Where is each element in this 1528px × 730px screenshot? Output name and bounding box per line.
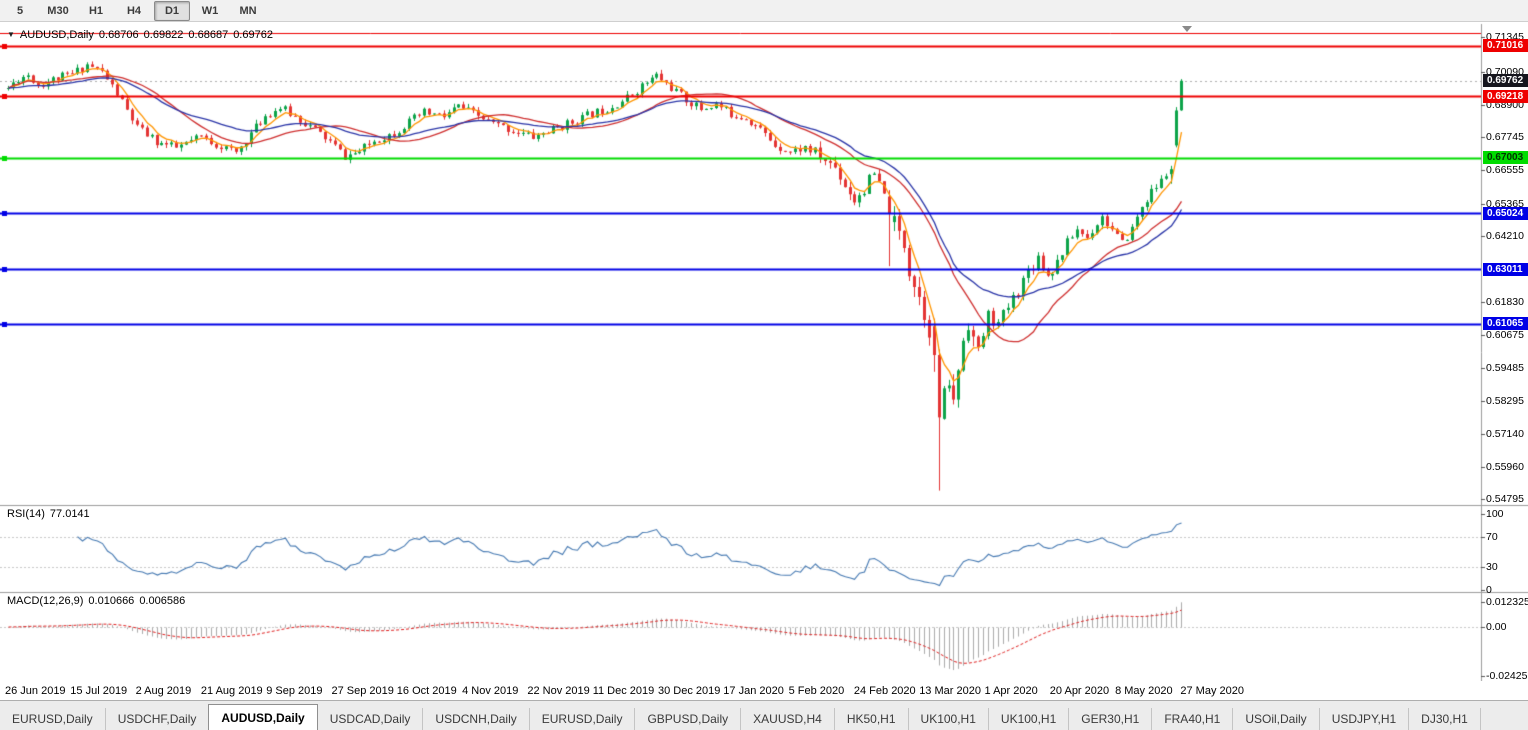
macd-axis-label: 0.012325	[1486, 596, 1528, 609]
price-badge: 0.69762	[1483, 74, 1528, 88]
price-badge: 0.69218	[1483, 89, 1528, 103]
collapse-triangle-icon[interactable]: ▼	[7, 30, 15, 39]
chart-tab-eurusd-daily[interactable]: EURUSD,Daily	[0, 708, 106, 730]
date-label: 11 Dec 2019	[592, 685, 655, 697]
chart-tab-uk100-h1[interactable]: UK100,H1	[988, 708, 1070, 730]
date-label: 27 Sep 2019	[331, 685, 394, 697]
ohlc-open: 0.68706	[98, 29, 139, 41]
date-label: 30 Dec 2019	[658, 685, 721, 697]
date-label: 16 Oct 2019	[396, 685, 457, 697]
rsi-axis-label: 0	[1486, 584, 1492, 596]
date-label: 8 May 2020	[1115, 685, 1173, 697]
timeframe-button-m30[interactable]: M30	[47, 4, 69, 17]
date-label: 22 Nov 2019	[527, 685, 590, 697]
ohlc-close: 0.69762	[233, 29, 273, 41]
price-badge: 0.71016	[1483, 39, 1528, 53]
timeframe-button-h1[interactable]: H1	[88, 4, 104, 17]
rsi-axis-label: 70	[1486, 530, 1498, 543]
ohlc-high: 0.69822	[143, 29, 184, 41]
chart-tab-fra40-h1[interactable]: FRA40,H1	[1152, 708, 1234, 730]
chart-tab-dj30-h1[interactable]: DJ30,H1	[1409, 708, 1481, 730]
date-label: 2 Aug 2019	[135, 685, 192, 697]
rsi-axis-label: 100	[1486, 508, 1504, 520]
date-label: 4 Nov 2019	[462, 685, 519, 697]
date-axis[interactable]: 26 Jun 2019 15 Jul 2019 2 Aug 2019 21 Aug 2…	[0, 683, 1528, 700]
chart-tab-eurusd-daily[interactable]: EURUSD,Daily	[529, 708, 636, 730]
rsi-title: RSI(14) 77.0141	[7, 508, 95, 520]
price-badge: 0.67003	[1483, 151, 1528, 165]
macd-signal-value: 0.006586	[139, 595, 186, 607]
chart-title: ▼ AUDUSD,Daily 0.68706 0.69822 0.68687 0.6976…	[7, 29, 278, 41]
chart-shift-marker-icon[interactable]	[1182, 26, 1192, 32]
chart-tab-usdjpy-h1[interactable]: USDJPY,H1	[1319, 708, 1410, 730]
price-axis-label: 0.58295	[1486, 395, 1524, 408]
macd-title: MACD(12,26,9) 0.010666 0.006586	[7, 595, 190, 607]
rsi-indicator-name: RSI(14)	[7, 508, 45, 520]
price-badge: 0.63011	[1483, 262, 1528, 276]
chart-tabs: EURUSD,Daily USDCHF,Daily AUDUSD,Daily USDC…	[0, 700, 1528, 730]
price-axis-label: 0.64210	[1486, 229, 1524, 242]
timeframe-button-w1[interactable]: W1	[201, 4, 219, 17]
timeframe-toolbar: 5 M30 H1 H4 D1 W1 MN	[0, 0, 1528, 22]
chart-tab-usdcnh-daily[interactable]: USDCNH,Daily	[423, 708, 530, 730]
timeframe-button-h4[interactable]: H4	[126, 4, 142, 17]
price-chart-canvas[interactable]	[0, 0, 1528, 681]
rsi-current-value: 77.0141	[49, 508, 90, 520]
timeframe-button-5[interactable]: 5	[16, 4, 24, 17]
macd-axis-label: 0.00	[1486, 621, 1507, 633]
date-label: 20 Apr 2020	[1049, 685, 1110, 697]
macd-axis-label: -0.02425	[1486, 669, 1528, 682]
price-axis-label: 0.61830	[1486, 296, 1524, 309]
price-axis-label: 0.67745	[1486, 131, 1524, 144]
date-label: 24 Feb 2020	[853, 685, 916, 697]
date-label: 5 Feb 2020	[788, 685, 845, 697]
date-label: 26 Jun 2019	[5, 685, 66, 697]
price-badge: 0.65024	[1483, 206, 1528, 220]
price-axis-label: 0.57140	[1486, 427, 1524, 440]
macd-main-value: 0.010666	[88, 595, 135, 607]
chart-tab-hk50-h1[interactable]: HK50,H1	[834, 708, 909, 730]
macd-indicator-name: MACD(12,26,9)	[7, 595, 84, 607]
chart-tab-audusd-daily[interactable]: AUDUSD,Daily	[208, 704, 318, 730]
price-axis-label: 0.65365	[1486, 197, 1524, 210]
date-label: 9 Sep 2019	[266, 685, 323, 697]
price-badge: 0.61065	[1483, 317, 1528, 331]
price-axis-label: 0.60675	[1486, 328, 1524, 341]
chart-tab-usdchf-daily[interactable]: USDCHF,Daily	[105, 708, 210, 730]
chart-tab-usdcad-daily[interactable]: USDCAD,Daily	[317, 708, 424, 730]
price-axis-label: 0.59485	[1486, 362, 1524, 375]
price-axis-label: 0.55960	[1486, 460, 1524, 473]
date-label: 15 Jul 2019	[70, 685, 128, 697]
rsi-axis-label: 30	[1486, 561, 1498, 574]
timeframe-button-d1[interactable]: D1	[154, 0, 190, 21]
timeframe-button-mn[interactable]: MN	[239, 4, 257, 17]
date-label: 13 Mar 2020	[919, 685, 981, 697]
date-label: 17 Jan 2020	[723, 685, 784, 697]
date-label: 21 Aug 2019	[200, 685, 263, 697]
price-axis-label: 0.54795	[1486, 493, 1524, 506]
date-label: 27 May 2020	[1180, 685, 1244, 697]
ohlc-low: 0.68687	[188, 29, 229, 41]
chart-tab-xauusd-h4[interactable]: XAUUSD,H4	[741, 708, 835, 730]
date-label: 1 Apr 2020	[984, 685, 1038, 697]
chart-tab-usoil-daily[interactable]: USOil,Daily	[1233, 708, 1320, 730]
chart-tab-uk100-h1[interactable]: UK100,H1	[908, 708, 989, 730]
chart-tab-ger30-h1[interactable]: GER30,H1	[1069, 708, 1153, 730]
chart-symbol-period: AUDUSD,Daily	[19, 29, 94, 41]
chart-tab-gbpusd-daily[interactable]: GBPUSD,Daily	[635, 708, 742, 730]
price-axis-label: 0.66555	[1486, 164, 1524, 177]
